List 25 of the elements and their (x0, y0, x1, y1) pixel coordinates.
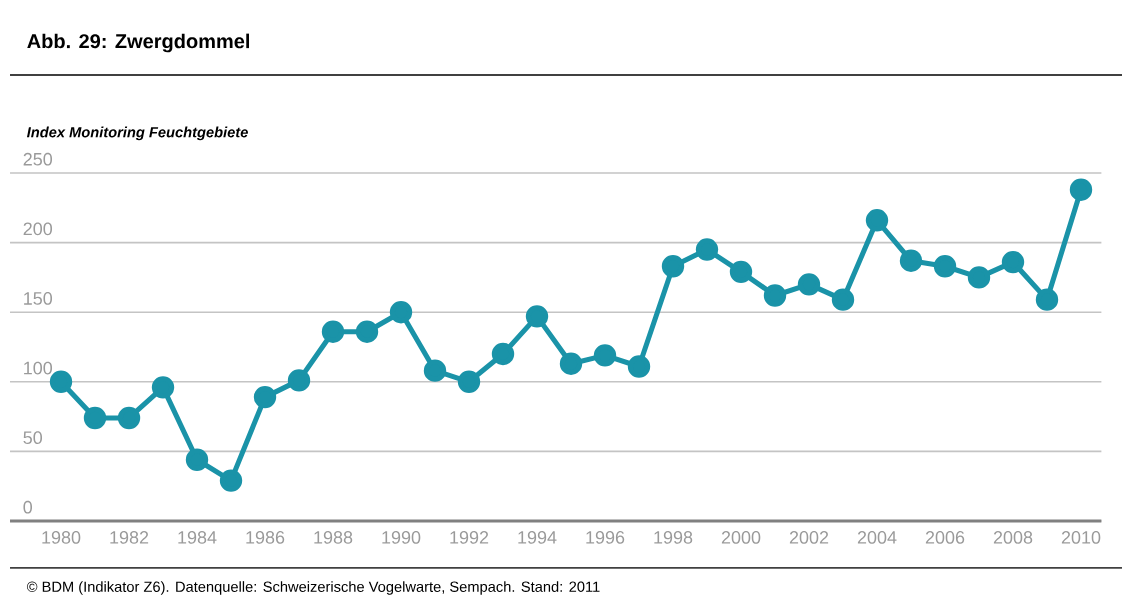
x-tick-label: 2010 (1061, 531, 1101, 544)
y-tick-label: 100 (24, 361, 53, 375)
x-tick-label: 1994 (518, 531, 557, 544)
x-tick-label: 1990 (382, 531, 421, 544)
x-tick-label: 2002 (789, 531, 829, 544)
x-tick-label: 2000 (721, 531, 761, 544)
x-tick-label: 1980 (42, 531, 81, 544)
x-tick-label: 1982 (110, 531, 149, 544)
x-tick-label: 2008 (993, 531, 1033, 544)
x-tick-label: 1988 (314, 531, 353, 544)
x-tick-label: 1996 (586, 531, 625, 544)
y-tick-label: 150 (24, 292, 53, 305)
y-tick-label: 0 (23, 500, 33, 514)
x-tick-label: 1984 (178, 531, 217, 544)
y-axis-title: Index Monitoring Feuchtgebiete (26, 126, 248, 141)
x-tick-label: 2006 (925, 531, 965, 544)
x-tick-label: 2004 (857, 531, 897, 544)
x-tick-label: 1986 (246, 531, 285, 544)
x-tick-label: 1998 (654, 531, 693, 544)
y-tick-label: 200 (23, 222, 53, 236)
y-tick-label: 50 (23, 431, 43, 444)
x-tick-label: 1992 (450, 531, 489, 544)
y-tick-label: 250 (23, 152, 53, 166)
chart-title: Abb. 29: Zwergdommel (27, 33, 250, 53)
text: © BDM (Indikator Z6). Datenquelle: Schweizerische Vogelwarte, Sempach. Stand: 2011 (26, 581, 600, 595)
